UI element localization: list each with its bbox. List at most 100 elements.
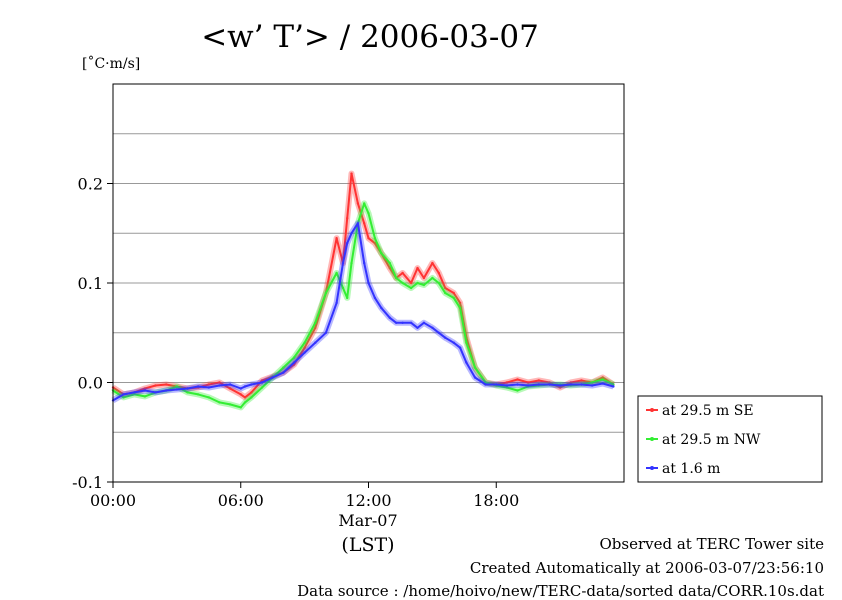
data-point — [303, 351, 306, 354]
data-point — [186, 387, 189, 390]
data-point — [373, 237, 377, 240]
data-point — [143, 389, 147, 392]
data-point — [260, 386, 264, 389]
data-point — [175, 385, 179, 388]
data-point — [218, 384, 221, 387]
data-point — [601, 382, 604, 385]
data-point — [186, 391, 189, 394]
data-point — [346, 296, 349, 300]
data-point — [537, 383, 540, 386]
data-point — [409, 321, 413, 324]
data-point — [239, 406, 242, 409]
data-point — [458, 301, 462, 305]
data-point — [422, 321, 426, 324]
data-point — [207, 396, 210, 399]
data-point — [401, 281, 404, 285]
data-point — [431, 326, 434, 329]
data-point — [133, 391, 136, 394]
data-point — [335, 301, 338, 305]
data-point — [465, 361, 468, 364]
data-point — [437, 271, 440, 275]
data-point — [437, 331, 440, 334]
data-point — [612, 385, 615, 388]
legend-box — [637, 395, 823, 483]
legend: at 29.5 m SE at 29.5 m NW at 1.6 m — [637, 395, 823, 483]
data-point — [452, 341, 455, 344]
data-point — [250, 396, 253, 399]
data-point — [444, 286, 447, 290]
data-point — [431, 276, 434, 280]
x-tick-label: 06:00 — [218, 491, 264, 510]
data-point — [207, 386, 210, 389]
data-point — [458, 306, 462, 310]
data-point — [558, 384, 562, 387]
data-point — [465, 341, 468, 344]
data-point — [516, 383, 519, 386]
data-point — [314, 341, 317, 344]
data-point — [388, 266, 391, 270]
data-point — [367, 237, 370, 240]
data-point — [473, 366, 477, 369]
data-point — [350, 172, 353, 175]
x-axis-label: (LST) — [341, 534, 394, 556]
data-point — [495, 383, 498, 386]
data-point — [590, 381, 594, 384]
data-point — [484, 383, 487, 386]
data-point — [356, 202, 360, 205]
data-point — [537, 379, 540, 382]
data-point — [505, 386, 509, 389]
data-point — [350, 261, 353, 265]
data-point — [388, 261, 391, 265]
data-point — [437, 281, 440, 285]
data-point — [548, 383, 551, 386]
data-point — [458, 346, 462, 349]
data-point — [314, 326, 317, 329]
data-point — [422, 276, 426, 280]
data-point — [239, 393, 242, 396]
data-point — [367, 281, 370, 285]
axes: -0.1 0.0 0.1 0.2 00:00 06:00 12:00 18:00 — [72, 175, 519, 511]
data-point — [346, 217, 349, 220]
data-point — [505, 384, 509, 387]
legend-marker — [650, 408, 654, 412]
data-point — [401, 271, 404, 275]
data-point — [282, 366, 285, 369]
data-point — [363, 261, 366, 265]
data-point — [444, 336, 447, 339]
data-point — [143, 387, 147, 390]
x-tick-label: 00:00 — [90, 491, 136, 510]
data-point — [250, 391, 253, 394]
legend-label: at 29.5 m NW — [662, 432, 761, 448]
data-point — [228, 387, 232, 390]
series-band — [111, 220, 615, 404]
data-point — [373, 296, 377, 300]
grid — [113, 133, 624, 433]
y-tick-label: -0.1 — [72, 473, 103, 492]
data-point — [388, 316, 391, 319]
data-point — [580, 383, 583, 386]
data-point — [516, 389, 519, 392]
data-point — [165, 383, 168, 386]
data-point — [473, 376, 477, 379]
y-tick-label: 0.1 — [78, 274, 103, 293]
data-point — [271, 376, 274, 379]
series-line — [112, 202, 614, 409]
data-point — [154, 391, 157, 394]
data-point — [363, 202, 366, 205]
legend-label: at 1.6 m — [662, 461, 720, 477]
data-point — [154, 384, 157, 387]
x-tick-label: 18:00 — [473, 491, 519, 510]
data-point — [303, 341, 306, 344]
data-point — [165, 389, 168, 392]
y-tick-label: 0.2 — [78, 175, 103, 194]
data-point — [395, 276, 398, 280]
data-point — [416, 266, 419, 270]
data-point — [601, 378, 604, 381]
data-point — [444, 291, 447, 295]
data-point — [558, 386, 562, 389]
data-point — [580, 379, 583, 382]
y-unit-label: [˚C·m/s] — [82, 55, 140, 72]
data-point — [380, 252, 383, 255]
data-point — [416, 326, 419, 329]
